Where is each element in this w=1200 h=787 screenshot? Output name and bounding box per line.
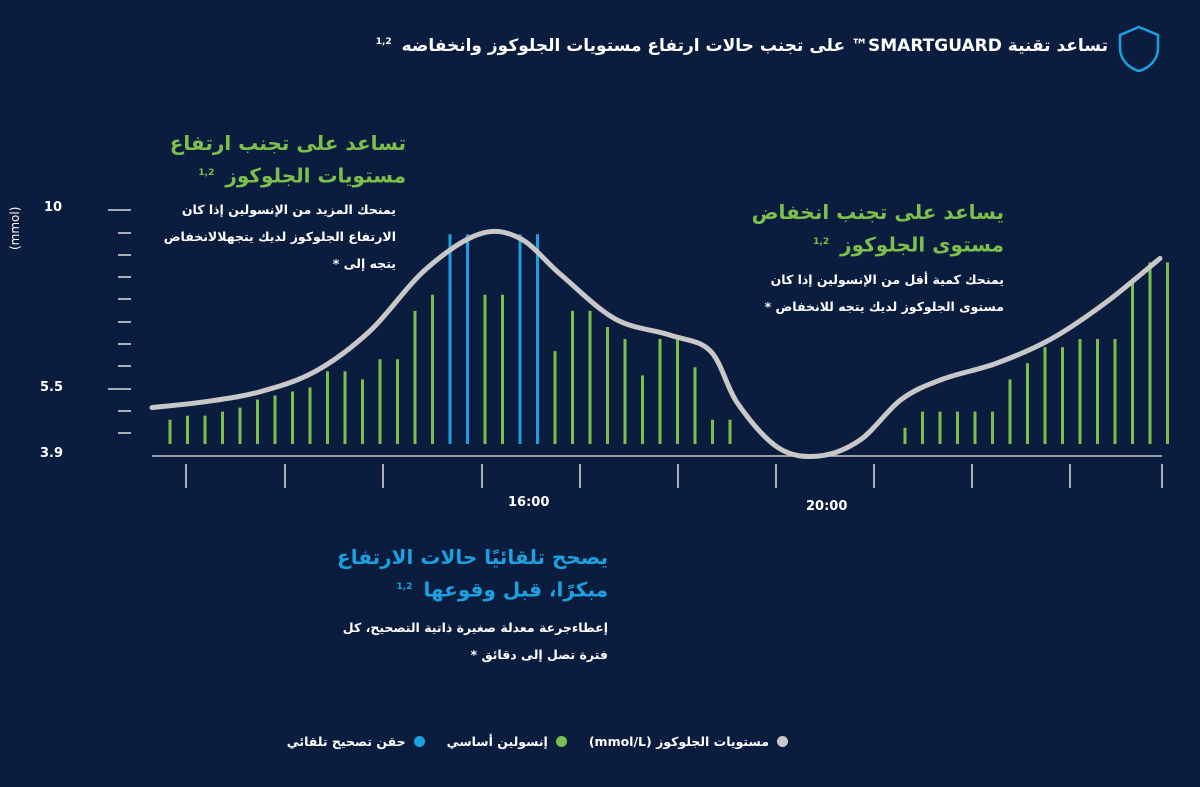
high-annotation-body: يمنحك المزيد من الإنسولين إذا كان الارتف… [163,202,396,271]
basal-dot-icon [555,736,567,747]
legend-basal: إنسولين أساسي [447,734,567,749]
y-unit-label: (mmol) [8,206,22,250]
legend-glucose-label: مستويات الجلوكوز (mmol/L) [588,734,769,749]
high-annotation-title: تساعد على تجنب ارتفاع مستويات الجلوكوز 1… [169,131,406,188]
correction-annotation-body: إعطاءجرعة معدلة صغيرة ذاتية التصحيح، كل … [342,620,608,662]
legend: مستويات الجلوكوز (mmol/L) إنسولين أساسي … [287,734,788,749]
y-tick-3.9: 3.9 [40,446,64,461]
legend-basal-label: إنسولين أساسي [446,734,548,749]
correction-annotation-title: يصحح تلقائيًا حالات الارتفاع مبكرًا، قبل… [337,545,608,602]
shield-icon [1118,25,1160,73]
legend-glucose: مستويات الجلوكوز (mmol/L) [589,734,788,749]
glucose-curve [149,228,1163,460]
y-tick-5.5: 5.5 [40,380,64,395]
legend-correction-label: حقن تصحيح تلقائي [286,734,406,749]
low-annotation-title: يساعد على تجنب انخفاض مستوى الجلوكوز 1,2 [751,200,1004,257]
page-title: تساعد تقنية SMARTGUARD™ على تجنب حالات ا… [375,36,1108,56]
glucose-dot-icon [777,736,788,747]
correction-dot-icon [413,736,425,747]
x-tick-20: 20:00 [806,499,848,514]
low-annotation-body: يمنحك كمية أقل من الإنسولين إذا كان مستو… [764,272,1004,314]
legend-correction: حقن تصحيح تلقائي [287,734,425,749]
y-tick-10: 10 [44,200,63,215]
x-tick-16: 16:00 [508,495,550,510]
